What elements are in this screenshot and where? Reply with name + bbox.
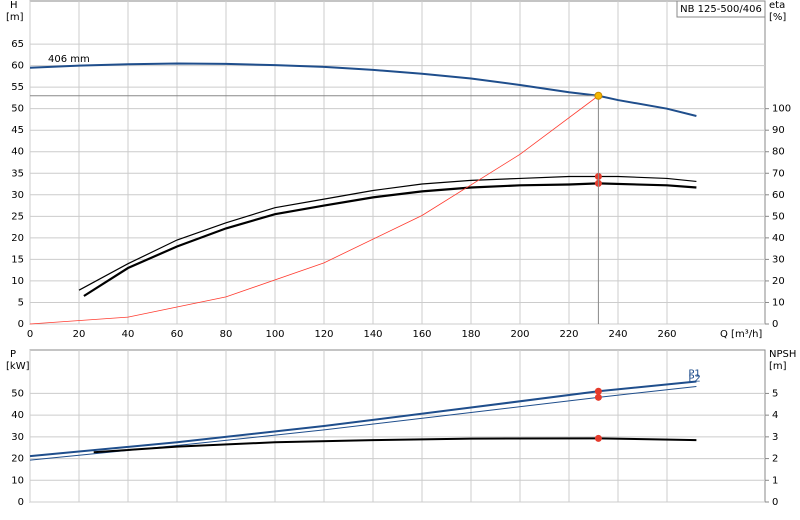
marker [594,387,602,395]
y2-axis-label: [m] [769,361,787,372]
y2-tick-label: 40 [772,233,785,244]
y2-axis-label: [%] [769,12,786,23]
x-tick-label: 120 [314,329,333,340]
y2-tick-label: 3 [772,432,778,443]
y2-axis-label: eta [769,0,785,11]
x-tick-label: 180 [461,329,480,340]
y-tick-label: 40 [11,410,24,421]
y2-tick-label: 20 [772,276,785,287]
marker [594,393,602,401]
series-line [29,62,697,117]
x-tick-label: 260 [657,329,676,340]
y-axis-label: [kW] [6,361,30,372]
legend-box [676,0,766,18]
x-tick-label: 80 [220,329,233,340]
plot-area [29,0,766,325]
y2-tick-label: 90 [772,125,785,136]
y2-tick-label: 4 [772,410,778,421]
x-tick-label: 100 [265,329,284,340]
y-tick-label: 10 [11,276,24,287]
x-axis-label: Q [m³/h] [720,329,762,340]
y-tick-label: 25 [11,211,24,222]
y-tick-label: 20 [11,233,24,244]
y2-tick-label: 70 [772,168,785,179]
y-tick-label: 5 [18,297,24,308]
y-tick-label: 45 [11,125,24,136]
y-tick-label: 65 [11,39,24,50]
series-line [29,380,697,458]
y2-tick-label: 5 [772,388,778,399]
series-line [29,95,599,325]
x-tick-label: 200 [510,329,529,340]
x-tick-label: 240 [608,329,627,340]
y2-axis-label: NPSH [769,349,796,360]
y-axis-label: P [10,349,16,360]
y-tick-label: 0 [18,319,24,330]
y2-tick-label: 50 [772,211,785,222]
series-label: P2 [688,373,700,384]
y2-tick-label: 1 [772,475,778,486]
y-tick-label: 30 [11,432,24,443]
x-tick-label: 140 [363,329,382,340]
y2-tick-label: 30 [772,254,785,265]
x-tick-label: 20 [73,329,86,340]
x-tick-label: 220 [559,329,578,340]
y-tick-label: 10 [11,475,24,486]
chart-title: NB 125-500/406 [680,4,762,15]
series-label: 406 mm [48,54,90,65]
y2-tick-label: 0 [772,497,778,508]
y2-tick-label: 60 [772,190,785,201]
y2-tick-label: 80 [772,147,785,158]
marker [594,91,603,100]
y2-tick-label: 100 [772,104,791,115]
y-tick-label: 20 [11,454,24,465]
y-tick-label: 30 [11,190,24,201]
y-tick-label: 15 [11,254,24,265]
series-label: P1 [688,368,700,379]
y-axis-label: [m] [6,12,24,23]
y2-tick-label: 2 [772,454,778,465]
y-tick-label: 40 [11,147,24,158]
y-tick-label: 50 [11,388,24,399]
x-tick-label: 60 [171,329,184,340]
y2-tick-label: 0 [772,319,778,330]
y-tick-label: 55 [11,82,24,93]
marker [594,434,602,442]
y-tick-label: 0 [18,497,24,508]
series-line [78,175,697,291]
plot-area [29,349,766,503]
y-tick-label: 60 [11,61,24,72]
y2-tick-label: 10 [772,297,785,308]
series-line [83,182,697,297]
x-tick-label: 160 [412,329,431,340]
x-tick-label: 0 [27,329,33,340]
y-tick-label: 35 [11,168,24,179]
y-tick-label: 50 [11,104,24,115]
y-axis-label: H [10,0,18,11]
x-tick-label: 40 [122,329,135,340]
